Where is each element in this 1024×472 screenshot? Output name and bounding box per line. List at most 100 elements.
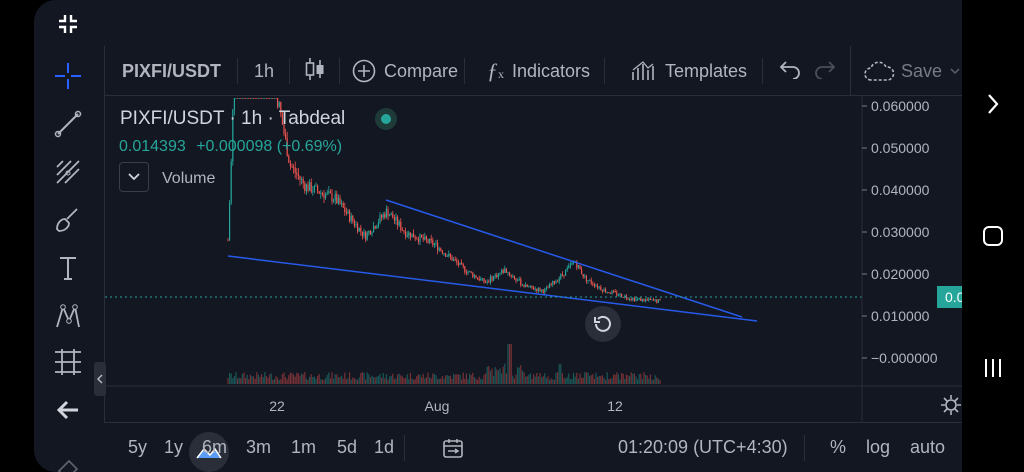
fib-icon[interactable] xyxy=(48,152,88,192)
candle-body xyxy=(406,235,408,237)
range-1m-button[interactable]: 1m xyxy=(291,437,317,457)
volume-bar xyxy=(637,379,639,384)
candle-body xyxy=(251,98,253,99)
volume-bar xyxy=(384,378,386,384)
crosshair-icon[interactable] xyxy=(48,56,88,96)
volume-bar xyxy=(624,378,626,384)
compare-button[interactable]: Compare xyxy=(340,46,465,96)
range-5y-button[interactable]: 5y xyxy=(128,437,148,457)
save-button[interactable]: Save xyxy=(850,46,962,96)
candle-body xyxy=(501,269,503,273)
range-3m-button[interactable]: 3m xyxy=(246,437,272,457)
log-scale-button[interactable]: log xyxy=(866,437,891,457)
volume-bar xyxy=(400,375,402,384)
symbol-search-button[interactable]: PIXFI/USDT xyxy=(105,46,238,96)
go-to-date-icon[interactable] xyxy=(442,437,464,464)
candle-body xyxy=(571,262,573,265)
tradingview-logo[interactable] xyxy=(189,432,229,472)
candle-body xyxy=(249,98,251,99)
volume-bar xyxy=(323,379,325,384)
volume-bar xyxy=(261,374,263,384)
volume-bar xyxy=(341,375,343,384)
candle-body xyxy=(582,274,584,277)
candle-body xyxy=(313,185,315,192)
recent-apps-button[interactable] xyxy=(962,348,1024,388)
price-chart[interactable]: 0.060000 0.050000 0.040000 0.030000 0.020000… xyxy=(105,96,962,422)
volume-bar xyxy=(614,374,616,384)
volume-bar xyxy=(345,379,347,384)
replay-button[interactable] xyxy=(585,306,621,342)
templates-button[interactable]: Templates xyxy=(605,46,763,96)
current-price-tag: 0.014393 xyxy=(937,286,962,308)
volume-bar xyxy=(233,376,235,384)
candle-body xyxy=(363,231,365,236)
volume-bar xyxy=(273,378,275,384)
volume-toggle-button[interactable] xyxy=(119,162,149,192)
volume-bar xyxy=(598,375,600,384)
auto-scale-button[interactable]: auto xyxy=(910,437,946,457)
text-icon[interactable] xyxy=(48,248,88,288)
volume-bar xyxy=(470,375,472,384)
range-6m-button[interactable]: 6m xyxy=(202,437,228,457)
volume-bar xyxy=(459,374,461,384)
volume-bar xyxy=(272,379,274,384)
percent-scale-button[interactable]: % xyxy=(830,437,847,457)
candle-body xyxy=(302,179,304,184)
chart-pane[interactable]: 0.060000 0.050000 0.040000 0.030000 0.020000… xyxy=(104,96,962,472)
brush-icon[interactable] xyxy=(48,200,88,240)
clock-display[interactable]: 01:20:09 (UTC+4:30) xyxy=(618,437,788,457)
range-1y-button[interactable]: 1y xyxy=(164,437,184,457)
volume-bar xyxy=(291,372,293,384)
home-button[interactable] xyxy=(962,216,1024,256)
undo-button[interactable] xyxy=(775,46,805,96)
legend-symbol-label: PIXFI/USDT · 1h · Tabdeal xyxy=(120,108,346,130)
range-1d-button[interactable]: 1d xyxy=(374,437,395,457)
volume-bar xyxy=(606,372,608,384)
candle-body xyxy=(539,287,541,292)
settings-gear-icon[interactable] xyxy=(940,394,962,421)
live-status-dot xyxy=(374,108,397,130)
volume-bar xyxy=(657,378,659,384)
volume-bar xyxy=(256,372,258,384)
pattern-icon[interactable] xyxy=(48,296,88,336)
volume-bar xyxy=(472,372,474,384)
chart-type-button[interactable] xyxy=(290,46,340,96)
candle-body xyxy=(449,253,451,257)
candle-body xyxy=(401,230,403,231)
candle-body xyxy=(245,98,247,99)
exit-fullscreen-icon[interactable] xyxy=(48,4,88,44)
candle-body xyxy=(254,98,256,99)
volume-bar xyxy=(413,379,415,384)
eraser-icon[interactable] xyxy=(48,446,88,472)
range-5d-button[interactable]: 5d xyxy=(337,437,358,457)
candle-body xyxy=(453,259,455,261)
candle-body xyxy=(334,193,336,201)
redo-button[interactable] xyxy=(810,46,840,96)
indicators-button[interactable]: ƒx Indicators xyxy=(465,46,605,96)
candle-body xyxy=(528,286,530,288)
candle-body xyxy=(389,215,391,217)
candle-body xyxy=(272,98,274,99)
candle-body xyxy=(381,215,383,218)
chevron-right-icon[interactable] xyxy=(962,84,1024,124)
volume-bar xyxy=(307,379,309,384)
candle-body xyxy=(435,242,437,244)
volume-bar xyxy=(505,373,507,384)
trendline-icon[interactable] xyxy=(48,104,88,144)
interval-button[interactable]: 1h xyxy=(238,46,290,96)
volume-bar xyxy=(385,374,387,384)
volume-bar xyxy=(595,372,597,384)
candle-body xyxy=(641,298,643,302)
candle-body xyxy=(357,224,359,232)
collapse-toolbar-button[interactable] xyxy=(94,362,106,396)
cloud-icon xyxy=(863,60,895,82)
volume-bar xyxy=(401,376,403,384)
measure-icon[interactable] xyxy=(48,342,88,382)
volume-bar xyxy=(313,376,315,384)
volume-bar xyxy=(317,375,319,384)
upper-trendline[interactable] xyxy=(385,199,743,318)
candle-body xyxy=(465,272,467,274)
back-arrow-icon[interactable] xyxy=(48,390,88,430)
lower-trendline[interactable] xyxy=(227,255,758,322)
candle-body xyxy=(544,289,546,293)
